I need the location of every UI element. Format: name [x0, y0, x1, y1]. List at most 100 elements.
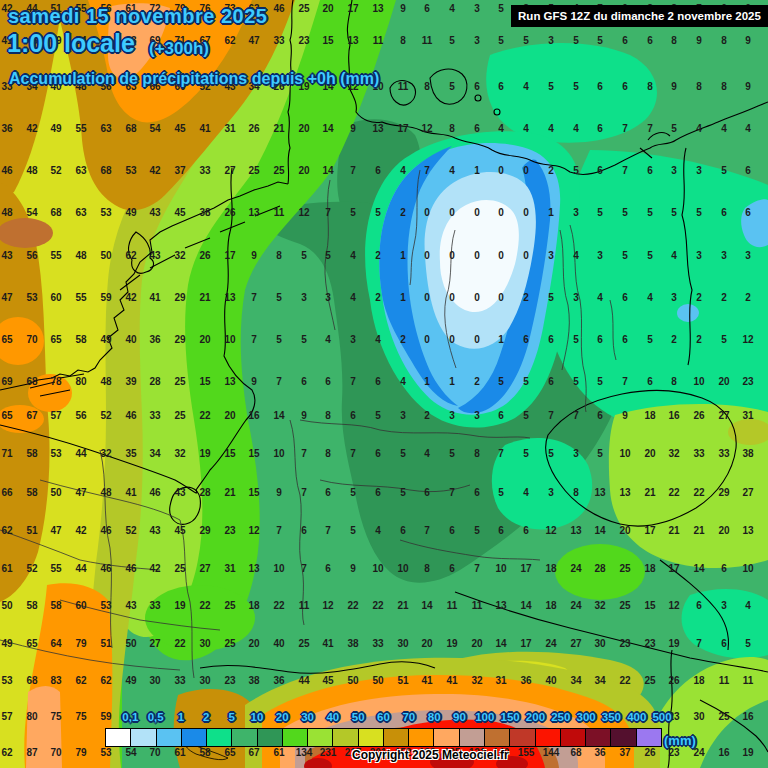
grid-value: 20: [718, 525, 729, 536]
grid-value: 23: [224, 525, 235, 536]
grid-value: 7: [276, 376, 282, 387]
grid-value: 17: [668, 563, 679, 574]
grid-value: 5: [622, 207, 628, 218]
grid-value: 6: [350, 410, 356, 421]
grid-value: 6: [696, 600, 702, 611]
legend-cell: [536, 729, 561, 746]
legend-label: 5: [228, 711, 234, 723]
legend-cell: [586, 729, 611, 746]
grid-value: 5: [449, 35, 455, 46]
grid-value: 11: [274, 207, 285, 218]
grid-value: 25: [248, 165, 259, 176]
legend-unit-label: (mm): [664, 733, 696, 748]
grid-value: 8: [647, 81, 653, 92]
grid-value: 10: [372, 563, 383, 574]
legend-cell: [434, 729, 459, 746]
grid-value: 7: [548, 410, 554, 421]
grid-value: 9: [251, 250, 257, 261]
grid-value: 27: [570, 638, 581, 649]
grid-value: 20: [471, 638, 482, 649]
grid-value: 2: [474, 376, 480, 387]
grid-value: 36: [1, 123, 12, 134]
grid-value: 27: [742, 487, 753, 498]
grid-value: 8: [721, 35, 727, 46]
grid-value: 7: [647, 123, 653, 134]
grid-value: 63: [100, 123, 111, 134]
grid-value: 29: [718, 487, 729, 498]
grid-value: 3: [696, 165, 702, 176]
grid-value: 61: [174, 747, 185, 758]
grid-value: 25: [174, 563, 185, 574]
legend-label: 150: [501, 711, 520, 723]
grid-value: 0: [449, 334, 455, 345]
grid-value: 8: [721, 81, 727, 92]
grid-value: 8: [474, 448, 480, 459]
grid-value: 48: [75, 250, 86, 261]
grid-value: 4: [573, 250, 579, 261]
grid-value: 56: [75, 410, 86, 421]
grid-value: 53: [100, 207, 111, 218]
grid-value: 62: [100, 675, 111, 686]
grid-value: 5: [548, 81, 554, 92]
grid-value: 4: [573, 123, 579, 134]
grid-value: 8: [671, 376, 677, 387]
grid-value: 21: [693, 525, 704, 536]
grid-value: 5: [647, 334, 653, 345]
grid-value: 67: [248, 747, 259, 758]
grid-value: 6: [597, 123, 603, 134]
subtitle-label: Accumulation de précipitations depuis +0…: [9, 70, 379, 88]
grid-value: 24: [570, 600, 581, 611]
grid-value: 62: [224, 35, 235, 46]
grid-value: 13: [248, 207, 259, 218]
grid-value: 5: [696, 207, 702, 218]
grid-value: 68: [50, 207, 61, 218]
grid-value: 3: [548, 487, 554, 498]
grid-value: 7: [622, 123, 628, 134]
grid-value: 24: [570, 563, 581, 574]
grid-value: 6: [597, 81, 603, 92]
grid-value: 36: [149, 334, 160, 345]
grid-value: 43: [1, 250, 12, 261]
grid-value: 5: [301, 334, 307, 345]
grid-value: 26: [693, 410, 704, 421]
grid-value: 28: [594, 563, 605, 574]
grid-value: 42: [149, 165, 160, 176]
legend-color-bar: [105, 728, 662, 747]
grid-value: 4: [498, 123, 504, 134]
grid-value: 29: [174, 292, 185, 303]
grid-value: 0: [424, 250, 430, 261]
grid-value: 42: [75, 525, 86, 536]
grid-value: 45: [174, 207, 185, 218]
grid-value: 13: [372, 3, 383, 14]
grid-value: 25: [298, 3, 309, 14]
grid-value: 49: [125, 207, 136, 218]
grid-value: 5: [449, 81, 455, 92]
grid-value: 65: [224, 747, 235, 758]
legend-label: 50: [352, 711, 365, 723]
grid-value: 155: [518, 747, 535, 758]
grid-value: 6: [622, 292, 628, 303]
grid-value: 5: [548, 292, 554, 303]
grid-value: 25: [273, 165, 284, 176]
grid-value: 6: [449, 563, 455, 574]
grid-value: 11: [447, 600, 458, 611]
grid-value: 3: [449, 410, 455, 421]
grid-value: 41: [446, 675, 457, 686]
grid-value: 14: [273, 410, 284, 421]
legend-cell: [131, 729, 156, 746]
grid-value: 19: [174, 600, 185, 611]
grid-value: 7: [696, 638, 702, 649]
grid-value: 34: [570, 675, 581, 686]
grid-value: 17: [397, 123, 408, 134]
grid-value: 4: [548, 123, 554, 134]
grid-value: 41: [149, 292, 160, 303]
grid-value: 7: [498, 448, 504, 459]
grid-value: 21: [644, 487, 655, 498]
grid-value: 25: [619, 563, 630, 574]
grid-value: 46: [125, 410, 136, 421]
grid-value: 32: [668, 448, 679, 459]
grid-value: 1: [400, 250, 406, 261]
grid-value: 2: [375, 250, 381, 261]
grid-value: 17: [347, 3, 358, 14]
grid-value: 0: [424, 292, 430, 303]
